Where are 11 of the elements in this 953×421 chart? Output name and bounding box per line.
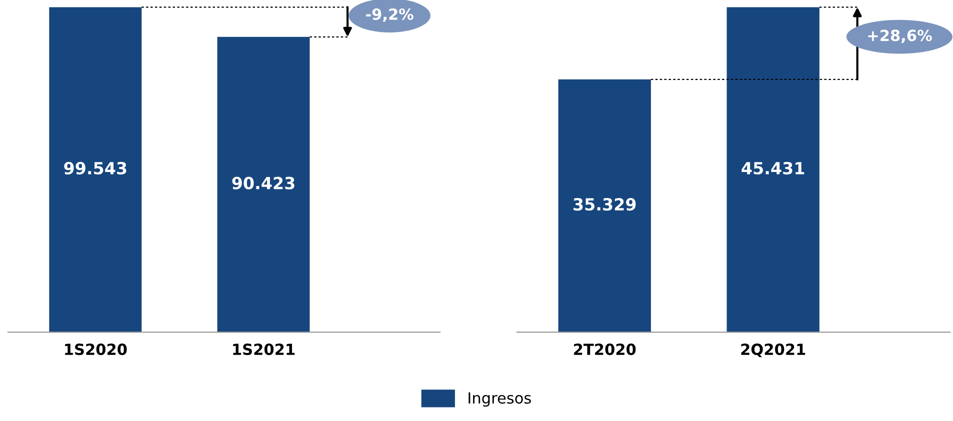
data-label: 35.329 [574,198,636,211]
data-label: 99.543 [64,162,126,174]
annotation: +28,6% [868,30,932,44]
data-label: 90.423 [232,176,294,190]
annotation: -9,2% [366,8,414,22]
data-label: 45.431 [742,162,804,174]
legend-label: Ingresos [468,392,531,407]
x-tick-label: 1S2020 [65,344,127,356]
x-tick-label: 1S2021 [233,344,295,356]
x-tick-label: 2Q2021 [741,344,806,358]
x-tick-label: 2T2020 [574,344,636,356]
